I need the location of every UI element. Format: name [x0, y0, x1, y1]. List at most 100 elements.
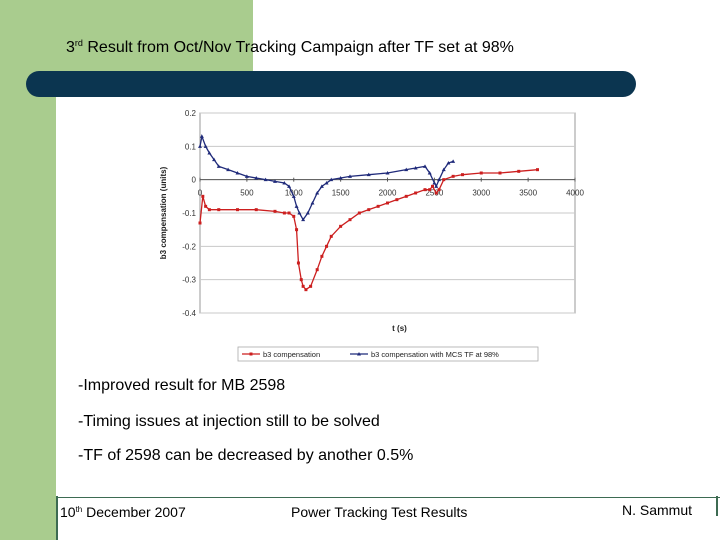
data-point: [423, 164, 427, 168]
x-tick-label: 4000: [566, 189, 584, 198]
data-point: [461, 173, 464, 177]
y-tick-label: 0.2: [185, 109, 197, 118]
title-ordinal-suffix: rd: [74, 38, 83, 48]
data-point: [479, 171, 483, 175]
y-axis-label: b3 compensation (units): [159, 166, 168, 259]
data-point: [329, 234, 333, 238]
legend-label: b3 compensation: [263, 350, 320, 359]
data-point: [198, 221, 202, 225]
data-point: [263, 177, 268, 182]
data-point: [198, 144, 202, 148]
data-point: [385, 171, 390, 175]
bullet-item: -Timing issues at injection still to be …: [78, 413, 380, 430]
data-point: [348, 218, 352, 222]
footer-author: N. Sammut: [622, 502, 693, 518]
footer-date-rest: December 2007: [82, 504, 186, 520]
data-point: [254, 208, 258, 212]
data-point: [324, 181, 329, 185]
data-point: [235, 171, 240, 175]
data-point: [315, 191, 320, 195]
data-point: [404, 167, 409, 172]
x-tick-label: 500: [240, 189, 254, 198]
data-point: [325, 244, 329, 248]
data-point: [236, 208, 239, 212]
data-point: [273, 209, 277, 213]
data-point: [294, 204, 299, 208]
legend-label: b3 compensation with MCS TF at 98%: [371, 350, 499, 359]
legend-swatch-marker: [249, 352, 253, 356]
bullet-item: -Improved result for MB 2598: [78, 377, 286, 394]
y-tick-label: -0.1: [182, 209, 196, 218]
data-point: [441, 167, 446, 172]
legend-box: [237, 346, 539, 362]
bullet-item: -TF of 2598 can be decreased by another …: [78, 447, 414, 464]
footer-date: 10th December 2007: [60, 504, 186, 520]
data-point: [217, 208, 221, 212]
data-point: [386, 201, 389, 205]
data-point: [431, 184, 434, 188]
data-point: [517, 169, 521, 173]
x-axis-label: t (s): [392, 324, 407, 333]
data-point: [244, 174, 249, 178]
data-point: [282, 211, 286, 215]
data-point: [315, 268, 319, 272]
data-point: [295, 228, 299, 232]
data-point: [301, 284, 305, 288]
data-point: [432, 181, 437, 185]
data-point: [299, 278, 303, 282]
x-tick-label: 1000: [285, 189, 303, 198]
data-point: [428, 188, 432, 192]
footer-divider-left: [56, 496, 58, 540]
footer-divider-right: [716, 496, 718, 516]
title-bar: [26, 71, 636, 97]
legend-swatch-marker: [357, 352, 361, 356]
data-point: [287, 211, 291, 215]
data-point: [357, 211, 361, 215]
y-tick-label: -0.2: [182, 242, 196, 251]
data-point: [366, 172, 371, 177]
data-point: [367, 208, 371, 212]
data-point: [212, 157, 217, 162]
data-point: [437, 177, 442, 182]
data-point: [304, 288, 308, 292]
data-point: [287, 184, 292, 188]
slide-title: 3rd Result from Oct/Nov Tracking Campaig…: [66, 38, 514, 57]
y-tick-label: -0.4: [182, 309, 196, 318]
data-point: [320, 254, 324, 258]
y-tick-label: -0.3: [182, 276, 196, 285]
x-tick-label: 3000: [472, 189, 490, 198]
data-point: [319, 184, 324, 188]
data-point: [536, 168, 539, 172]
data-point: [413, 166, 418, 170]
data-point: [226, 167, 231, 172]
x-tick-label: 0: [198, 189, 203, 198]
data-point: [291, 194, 296, 198]
b3-compensation-chart: 0.2 0.1 0 -0.1 -0.2 -0.3 -0.4 0 500 1000 1500 2000 2…: [159, 109, 584, 362]
data-point: [301, 217, 306, 222]
data-point: [434, 191, 438, 195]
data-point: [348, 174, 352, 178]
data-point: [216, 164, 221, 168]
data-point: [395, 198, 399, 202]
data-point: [434, 184, 439, 188]
data-point: [309, 284, 313, 288]
data-point: [451, 159, 456, 163]
series-line-1: [199, 169, 538, 291]
x-tick-label: 1500: [332, 189, 350, 198]
x-tick-label: 2500: [425, 189, 443, 198]
title-text: Result from Oct/Nov Tracking Campaign af…: [82, 39, 514, 56]
data-point: [427, 171, 432, 175]
data-point: [442, 178, 446, 182]
data-point: [310, 201, 315, 205]
title-ordinal: 3: [66, 39, 75, 56]
chart-container: 0.2 0.1 0 -0.1 -0.2 -0.3 -0.4 0 500 1000 1500 2000 2…: [150, 100, 590, 370]
series-line-2: [199, 133, 454, 221]
data-point: [423, 188, 427, 192]
data-point: [282, 181, 287, 185]
x-tick-label: 2000: [379, 189, 397, 198]
y-tick-label: 0.1: [185, 142, 197, 151]
data-point: [201, 194, 205, 198]
data-point: [203, 144, 208, 148]
footer-center-text: Power Tracking Test Results: [291, 504, 468, 520]
y-tick-label: 0: [192, 176, 197, 185]
